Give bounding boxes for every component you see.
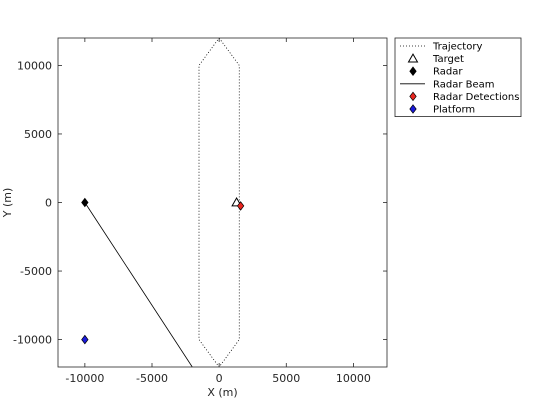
legend-entry-platform: Platform xyxy=(433,105,475,116)
y-tick-label: -5000 xyxy=(20,265,52,278)
x-tick-label: 10000 xyxy=(336,372,371,385)
x-tick-label: 5000 xyxy=(272,372,300,385)
legend-entry-radar-detections: Radar Detections xyxy=(433,92,519,103)
series-layer xyxy=(81,38,245,367)
legend-swatch-radar-detections xyxy=(409,91,417,102)
legend-swatch-target xyxy=(407,53,419,63)
plot-background xyxy=(58,38,387,367)
x-axis-label: X (m) xyxy=(207,386,237,399)
x-axis: -10000 -5000 0 5000 10000 xyxy=(65,38,371,385)
legend-entry-target: Target xyxy=(432,54,464,65)
y-axis: -10000 -5000 0 5000 10000 xyxy=(13,59,387,347)
legend-swatch-radar xyxy=(409,66,417,76)
radar-beam-line xyxy=(84,202,193,367)
x-tick-label: -5000 xyxy=(136,372,168,385)
legend-box xyxy=(394,37,522,117)
y-tick-label: 0 xyxy=(45,197,52,210)
y-tick-label: 5000 xyxy=(24,128,52,141)
legend-swatch-platform xyxy=(409,104,417,114)
x-tick-label: 0 xyxy=(216,372,223,385)
y-tick-label: -10000 xyxy=(13,334,52,347)
y-axis-label: Y (m) xyxy=(1,188,14,219)
legend-entry-radar-beam: Radar Beam xyxy=(433,79,495,90)
plot-area: -10000 -5000 0 5000 10000 -10000 -5000 0 5000 10… xyxy=(13,37,388,385)
legend-entry-radar: Radar xyxy=(433,67,463,78)
x-tick-label: -10000 xyxy=(65,372,104,385)
legend-entry-trajectory: Trajectory xyxy=(432,42,482,53)
y-tick-label: 10000 xyxy=(17,59,52,72)
platform-marker xyxy=(81,334,89,345)
radar-detections-marker xyxy=(236,201,245,211)
